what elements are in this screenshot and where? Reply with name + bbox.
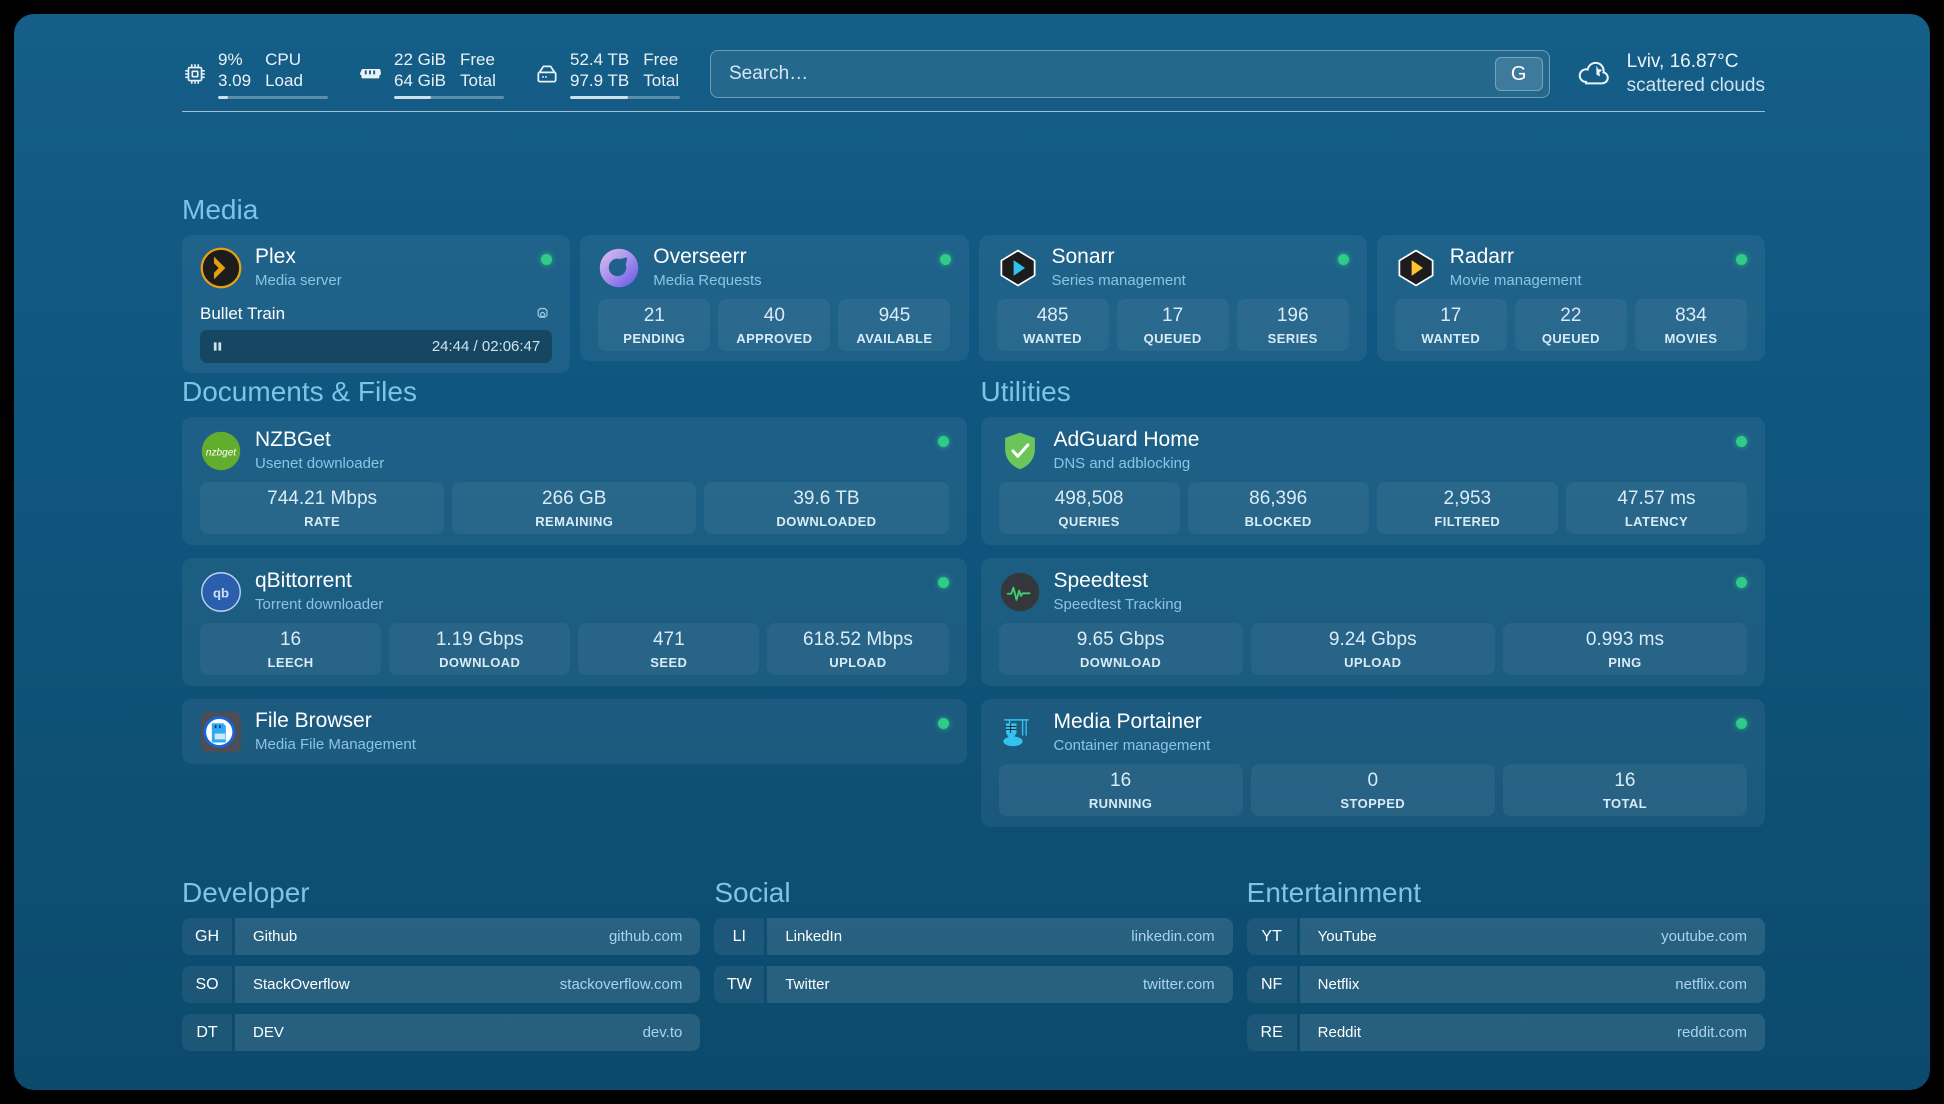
svg-text:qb: qb bbox=[213, 585, 229, 600]
svg-text:nzbget: nzbget bbox=[206, 447, 237, 458]
